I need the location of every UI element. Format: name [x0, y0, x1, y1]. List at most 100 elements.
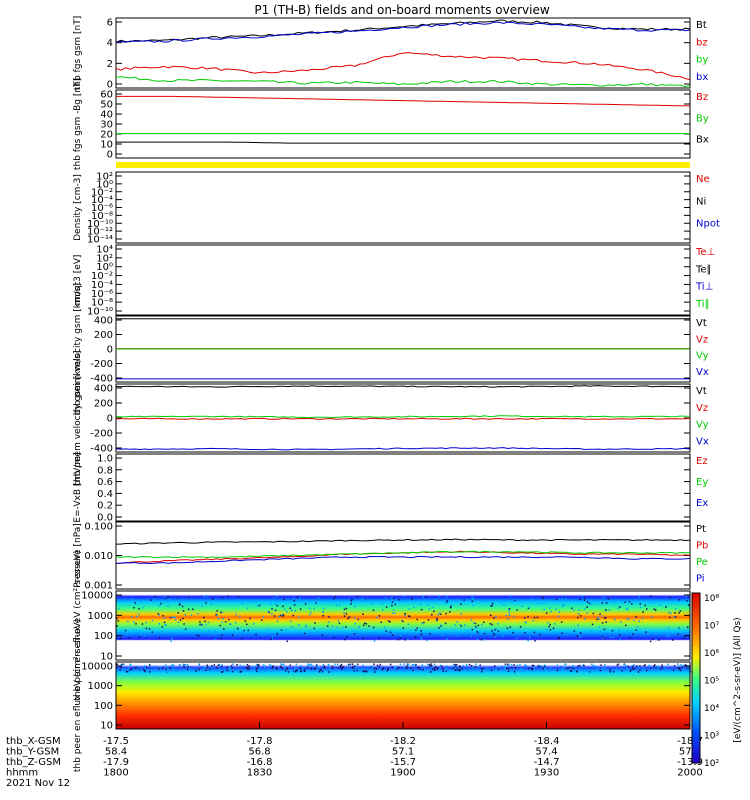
legend-Te⊥: Te⊥ [695, 247, 715, 258]
legend-By: By [696, 113, 709, 124]
series-Bx [116, 141, 690, 144]
y-tick-label: 400 [94, 316, 113, 327]
legend-Vy: Vy [696, 351, 709, 362]
legend-Vt: Vt [696, 386, 707, 397]
y-tick-label: 10⁴ [96, 245, 113, 256]
legend-Ti⊥: Ti⊥ [695, 282, 713, 293]
y-tick-label: 1000 [88, 681, 113, 692]
colorbar-tick-label: 10³ [704, 732, 719, 742]
y-tick-label: 0 [107, 414, 113, 425]
y-tick-label: -200 [90, 429, 113, 440]
y-tick-label: 10⁻¹⁰ [87, 307, 113, 318]
panel-frame [115, 521, 691, 590]
y-tick-label: 0 [107, 80, 113, 91]
y-tick-label: 200 [94, 330, 113, 341]
panel-6: 400 200 0 -200 -400 thb peem velocity gsm [km… [73, 350, 709, 485]
y-tick-label: 10⁻⁸ [91, 211, 113, 222]
y-tick-label: 0 [107, 150, 113, 161]
colorbar-tick-label: 10⁸ [704, 594, 719, 604]
y-tick-label: 50 [100, 100, 113, 111]
y-axis-label: Density [cm-3] [73, 174, 83, 241]
x-value: -15.7 [390, 757, 416, 768]
y-tick-label: 0.010 [84, 551, 113, 562]
colorbar-tick-label: 10² [704, 759, 719, 769]
panel-frame [115, 171, 691, 244]
row-label: 2021 Nov 12 [6, 778, 70, 789]
x-value: -18.7 [677, 736, 703, 747]
y-tick-label: 10⁻⁶ [91, 289, 113, 300]
legend-Bt: Bt [696, 20, 707, 31]
legend-Bx: Bx [696, 135, 709, 146]
y-axis-label: thb peem velocity gsm [km/s] [73, 350, 83, 485]
legend-bz: bz [696, 37, 708, 48]
x-value: 57.4 [535, 747, 557, 758]
x-value: -18.4 [534, 736, 560, 747]
y-tick-label: 10000 [81, 662, 113, 673]
y-axis-label: Pressure [nPa] [73, 523, 83, 588]
series-Bz [116, 95, 691, 107]
x-value: -13.9 [677, 757, 703, 768]
y-axis-label: thb fgs gsm [nT] [73, 16, 83, 91]
quality-flag-bar [116, 162, 690, 168]
x-value: -17.8 [247, 736, 273, 747]
y-tick-label: 10⁰ [96, 179, 113, 190]
legend-Pe: Pe [696, 557, 708, 568]
y-tick-label: 0.4 [97, 489, 113, 500]
series-Bt [115, 19, 691, 43]
series-bx [115, 21, 691, 43]
y-tick-label: 0.6 [97, 477, 113, 488]
legend-Bz: Bz [696, 92, 708, 103]
y-tick-label: 1.0 [97, 454, 113, 465]
y-tick-label: 100 [94, 701, 113, 712]
series-Vz [115, 417, 691, 420]
series-bz [115, 51, 691, 81]
panel-9: 10000 1000 100 10 thb peir en eflux eV (cm²-… [73, 550, 691, 701]
y-tick-label: -200 [90, 359, 113, 370]
heatmap-spectrogram [116, 662, 690, 729]
y-tick-label: 30 [100, 120, 113, 131]
legend-Vx: Vx [696, 437, 709, 448]
y-axis-label: thb peim velocity gsm [km/s] [73, 283, 83, 415]
y-tick-label: 0 [107, 345, 113, 356]
y-tick-label: 0.2 [97, 501, 113, 512]
colorbar-tick-label: 10⁷ [704, 622, 719, 632]
row-label: thb_Y-GSM [6, 747, 59, 758]
y-tick-label: -400 [90, 374, 113, 385]
y-tick-label: 10⁻² [91, 187, 113, 198]
x-value: -17.5 [103, 736, 129, 747]
x-value: 1800 [103, 768, 128, 779]
row-label: thb_X-GSM [6, 736, 61, 747]
y-tick-label: 6 [107, 18, 113, 29]
legend-Te∥: Te∥ [695, 264, 712, 275]
x-value: 1930 [534, 768, 559, 779]
legend-Pi: Pi [696, 574, 705, 585]
legend-bx: bx [696, 72, 708, 83]
colorbar-tick-label: 10⁴ [704, 704, 719, 714]
row-label: thb_Z-GSM [6, 757, 61, 768]
x-value: -18.2 [390, 736, 416, 747]
y-tick-label: 10⁻¹⁴ [87, 235, 113, 246]
legend-Vx: Vx [696, 367, 709, 378]
legend-Pb: Pb [696, 541, 708, 552]
y-tick-label: 10 [100, 140, 113, 151]
legend-by: by [696, 55, 708, 66]
y-tick-label: 10⁻⁸ [91, 298, 113, 309]
colorbar-tick-label: 10⁶ [704, 649, 719, 659]
y-tick-label: 1000 [88, 611, 113, 622]
row-label: hhmm [6, 768, 38, 779]
legend-Ez: Ez [696, 456, 708, 467]
legend-Ti∥: Ti∥ [695, 299, 710, 310]
y-tick-label: 2 [107, 59, 113, 70]
y-tick-label: 10 [100, 652, 113, 663]
series-Vy [115, 415, 690, 419]
panel-1: 6 4 2 0 thb fgs gsm [nT] Bt bz by bx [73, 16, 708, 91]
colorbar-label: [eV/(cm^2-s-sr-eV)] (All Qs) [733, 617, 743, 742]
legend-Ni: Ni [696, 196, 706, 207]
x-value: 57.7 [679, 747, 701, 758]
series-Pi [115, 555, 691, 565]
